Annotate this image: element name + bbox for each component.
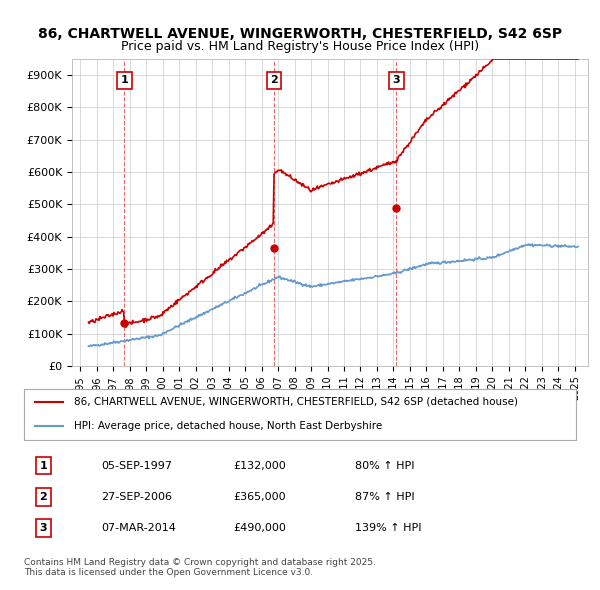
- Text: 2: 2: [40, 491, 47, 502]
- Text: 3: 3: [392, 76, 400, 86]
- Text: 27-SEP-2006: 27-SEP-2006: [101, 491, 172, 502]
- Text: 1: 1: [40, 461, 47, 471]
- Text: 87% ↑ HPI: 87% ↑ HPI: [355, 491, 415, 502]
- Text: 86, CHARTWELL AVENUE, WINGERWORTH, CHESTERFIELD, S42 6SP: 86, CHARTWELL AVENUE, WINGERWORTH, CHEST…: [38, 27, 562, 41]
- Text: 07-MAR-2014: 07-MAR-2014: [101, 523, 176, 533]
- Text: 2: 2: [270, 76, 278, 86]
- Text: 1: 1: [121, 76, 128, 86]
- Text: Price paid vs. HM Land Registry's House Price Index (HPI): Price paid vs. HM Land Registry's House …: [121, 40, 479, 53]
- Text: 86, CHARTWELL AVENUE, WINGERWORTH, CHESTERFIELD, S42 6SP (detached house): 86, CHARTWELL AVENUE, WINGERWORTH, CHEST…: [74, 397, 518, 407]
- Text: £490,000: £490,000: [234, 523, 287, 533]
- Text: Contains HM Land Registry data © Crown copyright and database right 2025.
This d: Contains HM Land Registry data © Crown c…: [24, 558, 376, 577]
- Text: HPI: Average price, detached house, North East Derbyshire: HPI: Average price, detached house, Nort…: [74, 421, 382, 431]
- Text: £365,000: £365,000: [234, 491, 286, 502]
- Text: 80% ↑ HPI: 80% ↑ HPI: [355, 461, 415, 471]
- Text: 3: 3: [40, 523, 47, 533]
- Text: 139% ↑ HPI: 139% ↑ HPI: [355, 523, 422, 533]
- Text: 05-SEP-1997: 05-SEP-1997: [101, 461, 172, 471]
- Text: £132,000: £132,000: [234, 461, 287, 471]
